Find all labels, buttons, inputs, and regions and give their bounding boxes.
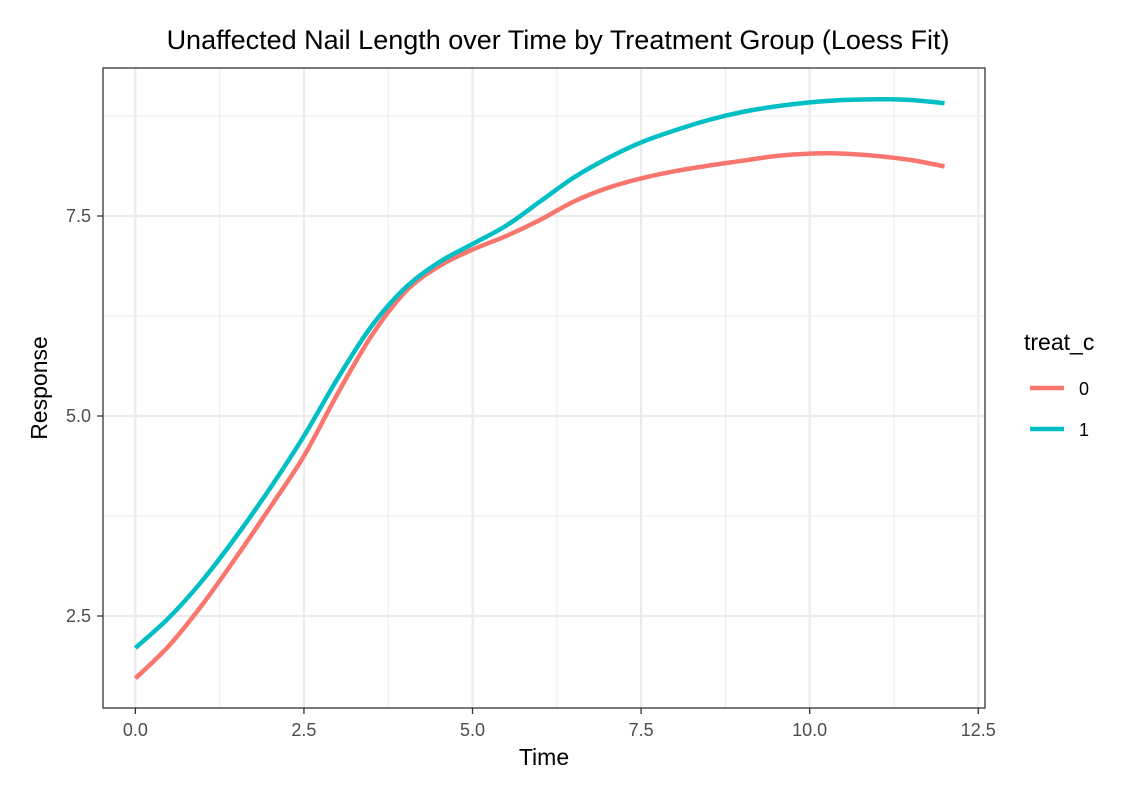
legend-title: treat_c xyxy=(1024,329,1094,355)
x-tick-label: 2.5 xyxy=(291,720,316,740)
chart-title: Unaffected Nail Length over Time by Trea… xyxy=(167,25,950,55)
plot-border xyxy=(102,67,986,709)
legend-items: 01 xyxy=(1030,379,1089,440)
y-axis: 2.5 5.0 7.5 xyxy=(66,206,103,626)
x-axis-title: Time xyxy=(519,744,569,770)
y-tick-label: 5.0 xyxy=(66,406,91,426)
y-axis-title: Response xyxy=(26,336,52,440)
x-tick-label: 7.5 xyxy=(629,720,654,740)
series-line-1 xyxy=(133,96,945,650)
y-tick-label: 2.5 xyxy=(66,606,91,626)
y-tick-label: 7.5 xyxy=(66,206,91,226)
x-tick-label: 5.0 xyxy=(460,720,485,740)
x-axis: 0.0 2.5 5.0 7.5 10.0 12.5 xyxy=(123,708,996,740)
major-gridlines xyxy=(103,68,985,708)
plot-panel xyxy=(103,68,985,708)
series-line-0 xyxy=(133,151,945,681)
series-lines xyxy=(133,96,945,681)
x-tick-label: 0.0 xyxy=(123,720,148,740)
x-tick-label: 12.5 xyxy=(961,720,996,740)
x-tick-label: 10.0 xyxy=(792,720,827,740)
legend-label-1: 1 xyxy=(1079,420,1089,440)
legend-label-0: 0 xyxy=(1079,379,1089,399)
legend: treat_c 01 xyxy=(1024,329,1094,440)
minor-gridlines xyxy=(103,68,985,708)
